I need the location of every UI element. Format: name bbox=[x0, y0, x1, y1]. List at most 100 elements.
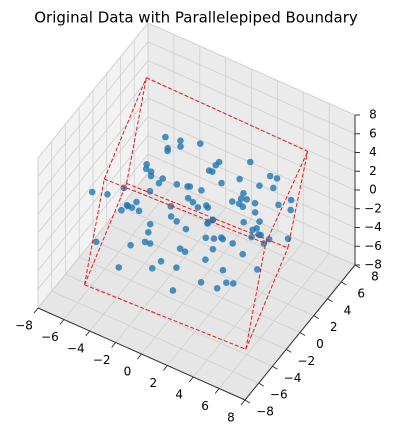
grid-line bbox=[37, 41, 149, 178]
tick-mark bbox=[162, 365, 168, 371]
point bbox=[162, 133, 169, 141]
point bbox=[287, 206, 294, 214]
boundary-edge bbox=[84, 284, 246, 350]
grid-line bbox=[37, 153, 149, 290]
tick-mark bbox=[85, 330, 91, 337]
point bbox=[251, 209, 259, 216]
point bbox=[218, 179, 225, 187]
marks bbox=[84, 77, 309, 350]
point bbox=[182, 225, 190, 233]
point bbox=[239, 250, 247, 258]
y-tick-label: −4 bbox=[284, 371, 302, 385]
point bbox=[142, 165, 150, 173]
point bbox=[256, 218, 263, 225]
y-tick-label: −2 bbox=[297, 354, 315, 368]
point bbox=[164, 147, 171, 155]
boundary-edge bbox=[104, 178, 266, 244]
tick-mark bbox=[244, 399, 251, 404]
point bbox=[146, 240, 154, 247]
z-tick-label: 4 bbox=[369, 145, 377, 159]
z-tick-label: −4 bbox=[364, 220, 382, 234]
point bbox=[148, 265, 156, 272]
tick-mark bbox=[188, 376, 194, 383]
grid-line bbox=[147, 172, 356, 266]
point bbox=[240, 218, 247, 226]
tick-mark bbox=[59, 319, 65, 325]
x-tick-label: −2 bbox=[93, 353, 111, 367]
grid-line bbox=[106, 223, 314, 316]
z-tick-label: −8 bbox=[364, 258, 382, 272]
point bbox=[198, 187, 205, 194]
point bbox=[204, 204, 212, 211]
tick-mark bbox=[33, 307, 39, 314]
point bbox=[287, 196, 295, 204]
tick-mark bbox=[240, 399, 246, 406]
z-tick-label: 6 bbox=[369, 126, 377, 140]
boundary-edge bbox=[146, 77, 308, 152]
point bbox=[146, 220, 154, 228]
y-tick-label: 8 bbox=[371, 270, 379, 284]
z-tick-label: 2 bbox=[369, 164, 377, 178]
point bbox=[204, 220, 211, 227]
point bbox=[159, 175, 166, 182]
tick-mark bbox=[258, 382, 265, 387]
point bbox=[177, 137, 184, 145]
y-tick-label: 6 bbox=[357, 286, 365, 300]
boundary-edge bbox=[265, 151, 309, 244]
grid-line bbox=[37, 22, 149, 159]
tick-mark bbox=[111, 342, 117, 348]
point bbox=[236, 175, 243, 183]
grid-line bbox=[65, 273, 273, 367]
y-axis bbox=[244, 264, 356, 401]
point bbox=[194, 204, 202, 211]
x-tick-label: −6 bbox=[41, 330, 59, 344]
point bbox=[251, 199, 259, 207]
point bbox=[202, 256, 209, 263]
point bbox=[265, 236, 273, 243]
z-tick-label: 0 bbox=[369, 183, 377, 197]
y-tick-label: 4 bbox=[344, 303, 352, 317]
grid-line bbox=[37, 116, 149, 253]
x-tick-label: 6 bbox=[201, 399, 209, 413]
point bbox=[197, 279, 205, 286]
point bbox=[270, 184, 277, 192]
point bbox=[256, 182, 263, 190]
point bbox=[147, 168, 155, 175]
point bbox=[177, 143, 184, 150]
point bbox=[223, 279, 230, 286]
point bbox=[213, 284, 221, 292]
point bbox=[181, 248, 189, 255]
x-tick-label: 0 bbox=[124, 365, 132, 379]
point bbox=[184, 183, 191, 190]
point bbox=[248, 233, 255, 241]
point bbox=[169, 287, 177, 294]
grid-line bbox=[147, 60, 356, 153]
point bbox=[210, 235, 218, 242]
tick-mark bbox=[272, 365, 278, 370]
tick-mark bbox=[285, 348, 292, 353]
point bbox=[133, 198, 140, 206]
point bbox=[173, 218, 180, 225]
point bbox=[157, 258, 165, 265]
point bbox=[176, 245, 184, 252]
point bbox=[173, 264, 180, 271]
point bbox=[135, 207, 143, 215]
point bbox=[239, 203, 247, 211]
point bbox=[127, 241, 134, 249]
point bbox=[167, 213, 175, 220]
tick-mark bbox=[313, 315, 320, 320]
point bbox=[104, 191, 111, 198]
point bbox=[284, 235, 292, 242]
point bbox=[273, 175, 281, 182]
x-tick-label: 8 bbox=[227, 411, 235, 425]
y-tick-label: −8 bbox=[256, 405, 274, 419]
point bbox=[275, 201, 282, 209]
y-tick-label: 2 bbox=[330, 320, 338, 334]
point bbox=[145, 229, 152, 236]
grid-line bbox=[37, 60, 149, 196]
grid-line bbox=[37, 97, 149, 234]
grid-line bbox=[147, 135, 356, 228]
x-tick-label: 2 bbox=[150, 376, 158, 390]
grid-line bbox=[51, 290, 259, 384]
